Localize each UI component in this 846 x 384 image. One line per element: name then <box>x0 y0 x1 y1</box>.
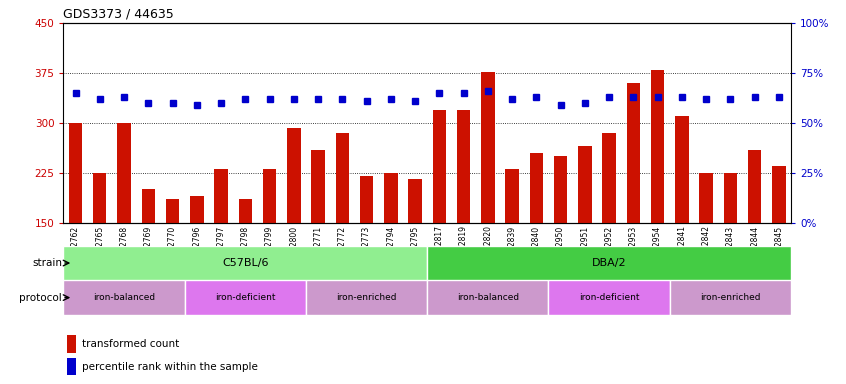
Bar <box>578 146 591 223</box>
Bar <box>554 156 568 223</box>
Bar <box>69 123 82 223</box>
Bar <box>67 358 76 375</box>
Bar <box>548 280 670 315</box>
Text: iron-deficient: iron-deficient <box>215 293 276 302</box>
Bar <box>505 169 519 223</box>
Text: iron-balanced: iron-balanced <box>457 293 519 302</box>
Bar <box>602 133 616 223</box>
Bar <box>67 335 76 353</box>
Bar <box>118 123 131 223</box>
Bar <box>141 189 155 223</box>
Text: transformed count: transformed count <box>81 339 179 349</box>
Bar <box>481 72 495 223</box>
Bar <box>748 149 761 223</box>
Bar <box>700 173 713 223</box>
Text: GDS3373 / 44635: GDS3373 / 44635 <box>63 7 174 20</box>
Bar <box>723 173 737 223</box>
Bar <box>427 280 548 315</box>
Bar <box>530 153 543 223</box>
Bar <box>627 83 640 223</box>
Bar <box>93 173 107 223</box>
Text: DBA/2: DBA/2 <box>592 258 626 268</box>
Text: iron-enriched: iron-enriched <box>337 293 397 302</box>
Bar <box>432 109 446 223</box>
Text: iron-balanced: iron-balanced <box>93 293 155 302</box>
Bar <box>190 196 204 223</box>
Bar <box>427 246 791 280</box>
Bar <box>384 173 398 223</box>
Bar <box>311 149 325 223</box>
Bar <box>214 169 228 223</box>
Bar <box>239 199 252 223</box>
Bar <box>651 70 664 223</box>
Text: iron-enriched: iron-enriched <box>700 293 761 302</box>
Text: protocol: protocol <box>19 293 63 303</box>
Bar <box>166 199 179 223</box>
Bar <box>675 116 689 223</box>
Text: strain: strain <box>32 258 63 268</box>
Text: percentile rank within the sample: percentile rank within the sample <box>81 362 257 372</box>
Text: iron-deficient: iron-deficient <box>579 293 640 302</box>
Bar <box>184 280 306 315</box>
Bar <box>263 169 277 223</box>
Bar <box>336 133 349 223</box>
Text: C57BL/6: C57BL/6 <box>222 258 268 268</box>
Bar <box>409 179 422 223</box>
Bar <box>360 176 373 223</box>
Bar <box>306 280 427 315</box>
Bar <box>772 166 786 223</box>
Bar <box>63 246 427 280</box>
Bar <box>287 127 300 223</box>
Bar <box>63 280 184 315</box>
Bar <box>670 280 791 315</box>
Bar <box>457 109 470 223</box>
